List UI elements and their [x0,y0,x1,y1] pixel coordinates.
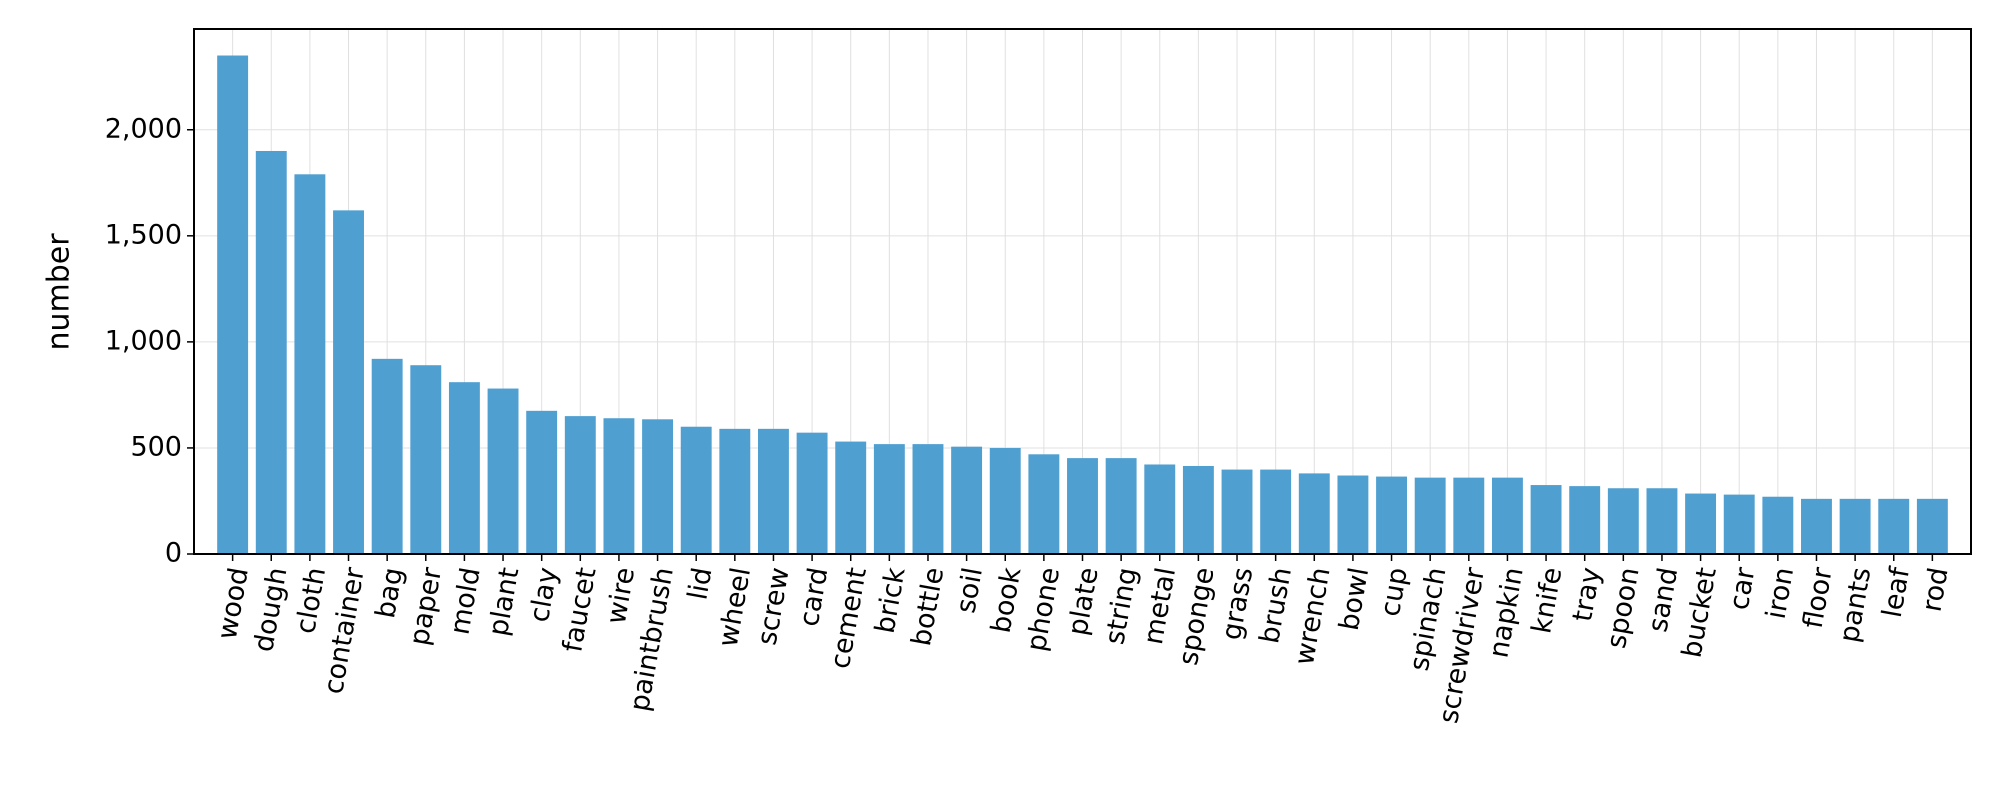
x-tick-label: wire [601,565,641,626]
x-tick-label: plant [483,565,525,638]
bar [1414,477,1446,554]
bar [1839,498,1871,554]
bar [1762,496,1794,554]
x-tick-label: wood [212,565,255,642]
x-tick-label: lid [682,565,718,602]
bar [758,428,789,554]
plot-frame [193,28,1972,555]
bar [1530,485,1562,554]
bar [1337,475,1369,554]
bar [1569,486,1601,554]
x-tick-label: faucet [557,565,602,654]
x-tick-label: metal [1138,565,1182,647]
bar [1878,498,1910,554]
x-tick-label: iron [1761,565,1800,621]
bar [333,210,364,554]
x-tick-label: soil [950,565,988,615]
bar [1491,477,1523,554]
x-tick-label: bucket [1677,565,1723,660]
x-tick-label: card [794,565,835,629]
bar [1916,498,1948,554]
x-tick-label: sand [1642,565,1684,634]
y-axis-label: number [42,233,77,351]
bar [564,416,596,554]
x-tick-label: rod [1916,565,1954,614]
x-tick-label: cup [1375,565,1414,619]
bar [1376,476,1407,554]
x-tick-label: spoon [1601,565,1646,651]
bar [255,150,287,554]
x-tick-label: bowl [1334,565,1376,633]
x-tick-label: pants [1834,565,1878,645]
bar [835,441,867,554]
x-tick-label: wheel [713,565,757,649]
y-tick-label: 1,500 [105,219,182,250]
bar [1221,469,1253,554]
x-tick-label: mold [444,565,486,637]
x-tick-label: brush [1254,565,1298,646]
x-tick-label: clay [524,565,564,624]
bar [1801,498,1832,554]
y-tick-label: 2,000 [105,113,182,144]
x-tick-label: screw [752,565,796,647]
x-tick-label: bag [370,565,409,620]
bar [1723,494,1755,554]
bar [1685,493,1717,554]
bar [989,447,1021,554]
x-tick-label: paper [404,564,448,648]
bar [951,446,983,554]
x-tick-label: knife [1526,565,1568,636]
bar [410,365,442,554]
x-tick-label: string [1099,565,1143,647]
bar [526,410,558,554]
bar [603,418,635,554]
bar [1298,473,1330,554]
x-tick-label: cloth [290,565,332,636]
x-tick-label: plate [1062,565,1104,638]
y-tick-label: 1,000 [105,325,182,356]
bar [642,419,674,554]
y-tick-label: 0 [165,538,182,569]
y-tick-label: 500 [130,431,182,462]
x-tick-label: leaf [1877,564,1916,620]
bar [487,388,519,554]
bar [1105,458,1137,554]
bar [1182,465,1214,554]
x-tick-label: car [1724,564,1762,612]
bar [1646,488,1678,554]
x-tick-label: dough [248,565,293,654]
x-tick-label: grass [1216,565,1259,642]
x-tick-label: bottle [906,565,950,648]
bar [719,428,751,554]
x-tick-label: book [986,565,1028,636]
bar [448,382,480,554]
x-tick-label: floor [1798,564,1839,630]
bar [680,426,712,554]
x-tick-label: brick [870,565,912,636]
bar [873,444,905,554]
bar [796,432,828,554]
x-tick-label: napkin [1483,565,1529,660]
x-tick-label: tray [1567,565,1607,624]
bar [1260,469,1292,554]
bar [1453,477,1485,554]
bar [371,358,403,554]
bar [1607,488,1639,554]
bar [217,55,249,555]
bar [912,444,944,554]
x-tick-label: phone [1021,565,1066,654]
bar [1144,464,1176,554]
bar [1067,458,1098,554]
bar [1028,454,1060,554]
bar [294,174,326,554]
